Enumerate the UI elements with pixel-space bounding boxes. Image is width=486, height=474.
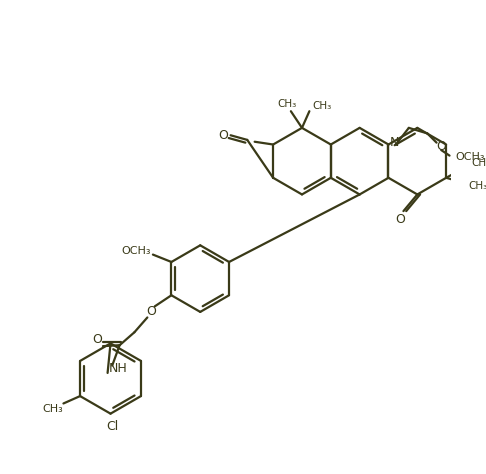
Text: CH₃: CH₃ [472, 158, 486, 168]
Text: CH₃: CH₃ [312, 100, 332, 110]
Text: N: N [389, 136, 399, 149]
Text: O: O [436, 140, 446, 153]
Text: CH₃: CH₃ [42, 404, 63, 414]
Text: O: O [395, 213, 405, 226]
Text: Cl: Cl [106, 420, 119, 433]
Text: O: O [218, 129, 228, 142]
Text: NH: NH [108, 362, 127, 375]
Text: CH₃: CH₃ [278, 99, 297, 109]
Text: CH₃: CH₃ [468, 181, 486, 191]
Text: O: O [146, 305, 156, 319]
Text: OCH₃: OCH₃ [455, 153, 485, 163]
Text: OCH₃: OCH₃ [122, 246, 151, 256]
Text: O: O [92, 333, 103, 346]
